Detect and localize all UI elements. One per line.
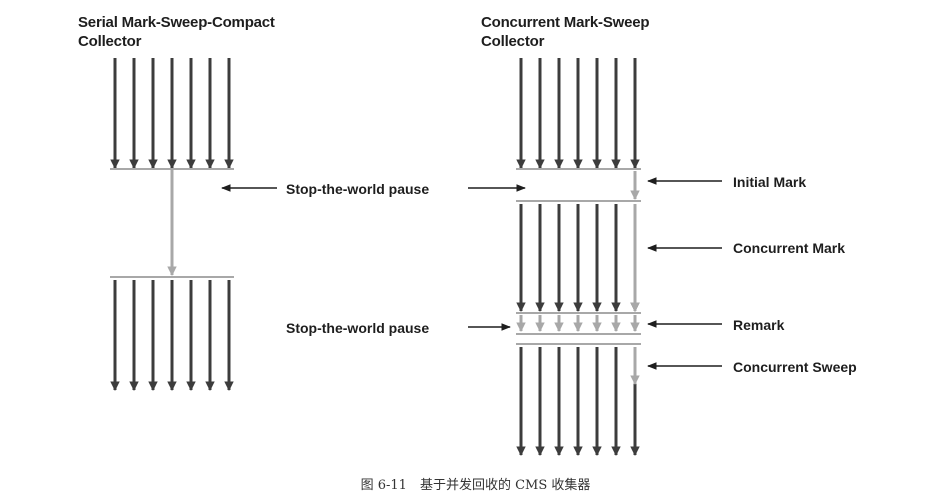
phase-initial-mark-label: Initial Mark [733, 174, 807, 190]
left-stop-the-world-label: Stop-the-world pause [286, 181, 430, 197]
serial-collector-title: Serial Mark-Sweep-Compact Collector [78, 13, 275, 51]
phase-concurrent-sweep-label: Concurrent Sweep [733, 359, 857, 375]
cms-collector-title-line2: Collector [481, 33, 545, 50]
right-stop-the-world-label: Stop-the-world pause [286, 320, 430, 336]
figure-caption: 图 6-11 基于并发回收的 CMS 收集器 [360, 478, 591, 493]
serial-collector-title-line1: Serial Mark-Sweep-Compact [78, 14, 275, 31]
phase-remark-label: Remark [733, 317, 785, 333]
phase-concurrent-mark-label: Concurrent Mark [733, 240, 846, 256]
cms-collector-title: Concurrent Mark-Sweep Collector [481, 13, 650, 51]
serial-collector-title-line2: Collector [78, 33, 142, 50]
cms-collector-title-line1: Concurrent Mark-Sweep [481, 14, 650, 31]
